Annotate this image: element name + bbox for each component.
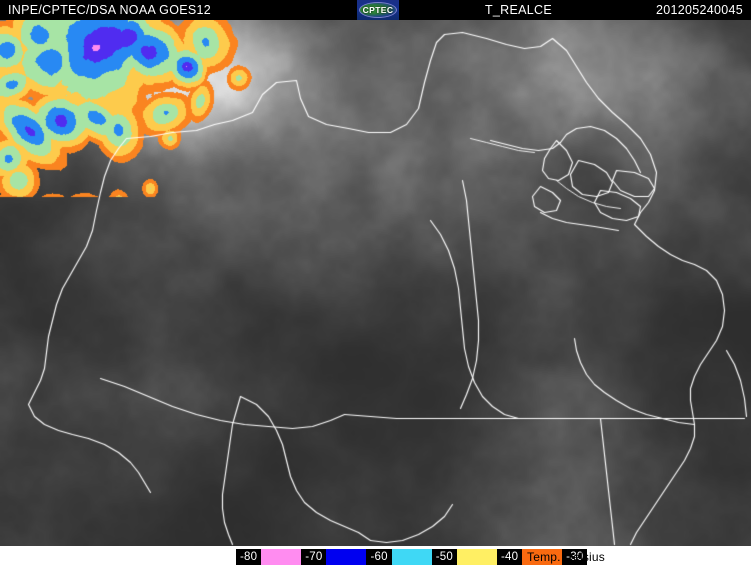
source-label: INPE/CPTEC/DSA NOAA GOES12	[8, 3, 212, 17]
legend-blue-swatch	[326, 549, 367, 565]
legend-bar: -80 -70 -60 -50 -40 -30 Temp. Celsius	[0, 546, 751, 568]
legend-label--60: -60	[366, 549, 392, 565]
timestamp-label: 201205240045	[655, 3, 743, 17]
legend-orange-swatch	[522, 549, 563, 565]
cptec-logo: CPTEC	[357, 0, 399, 20]
logo-text: CPTEC	[362, 5, 394, 15]
satellite-image	[0, 20, 751, 546]
legend-yellow-swatch	[456, 549, 497, 565]
legend-label--70: -70	[301, 549, 327, 565]
legend-label--50: -50	[431, 549, 457, 565]
satellite-canvas	[0, 20, 751, 546]
color-legend: -80 -70 -60 -50 -40 -30	[236, 549, 588, 565]
legend-cyan-swatch	[391, 549, 432, 565]
logo-oval	[359, 2, 397, 18]
legend-label--40: -40	[496, 549, 523, 565]
legend-label--80: -80	[236, 549, 262, 565]
legend-title: Temp. Celsius	[527, 550, 605, 564]
product-label: T_REALCE	[485, 3, 553, 17]
header-bar: INPE/CPTEC/DSA NOAA GOES12 CPTEC T_REALC…	[0, 0, 751, 20]
legend-label--30: -30	[562, 549, 588, 565]
legend-pink-swatch	[261, 549, 302, 565]
